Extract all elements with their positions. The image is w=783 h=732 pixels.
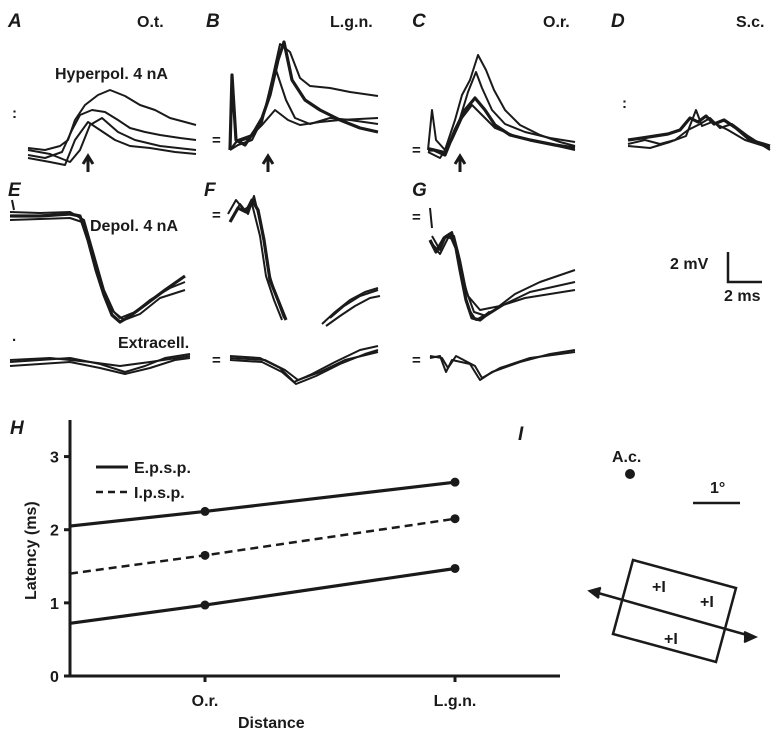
x-tick-label: L.g.n. bbox=[434, 693, 477, 710]
field-symbol-2: +I bbox=[700, 594, 714, 611]
panel-e-traces bbox=[9, 199, 186, 324]
data-point bbox=[200, 600, 210, 610]
panel-letter-b: B bbox=[206, 11, 220, 32]
panel-a-arrow-icon bbox=[81, 153, 95, 172]
field-diagram: A.c. 1° +I +I +I bbox=[587, 449, 759, 664]
panel-b-site: L.g.n. bbox=[330, 14, 373, 31]
data-point bbox=[450, 514, 460, 524]
x-axis-label: Distance bbox=[238, 715, 305, 732]
panel-letter-f: F bbox=[204, 180, 217, 201]
panel-d-dots: : bbox=[622, 95, 627, 112]
scale-bar-time: 2 ms bbox=[724, 288, 761, 305]
y-ticks: 0 1 2 3 bbox=[50, 450, 70, 686]
legend-label-epsp: E.p.s.p. bbox=[134, 460, 191, 477]
panel-c-traces: = bbox=[412, 54, 576, 172]
data-point bbox=[200, 550, 210, 560]
panel-b-traces: = bbox=[212, 40, 379, 172]
x-ticks: O.r. L.g.n. bbox=[192, 676, 477, 710]
panel-f-traces: = bbox=[212, 195, 381, 327]
field-symbol-1: +I bbox=[652, 579, 666, 596]
panel-b-arrow-icon bbox=[261, 153, 275, 172]
legend-label-ipsp: I.p.s.p. bbox=[134, 485, 185, 502]
y-tick-label: 1 bbox=[50, 596, 59, 613]
orientation-axis-line bbox=[590, 589, 755, 639]
data-point bbox=[200, 506, 210, 516]
panel-f-dots: = bbox=[212, 207, 221, 224]
latency-chart: 0 1 2 3 O.r. L.g.n. Latency (ms) Distance E.… bbox=[23, 420, 560, 732]
chart-legend: E.p.s.p. I.p.s.p. bbox=[96, 460, 191, 502]
panel-g-traces: = bbox=[412, 207, 576, 322]
panel-a-site: O.t. bbox=[137, 14, 164, 31]
arrow-right-icon bbox=[743, 630, 759, 644]
panel-letter-c: C bbox=[412, 11, 426, 32]
panel-letter-h: H bbox=[10, 418, 25, 439]
arrow-left-icon bbox=[587, 586, 602, 599]
panel-c-arrow-icon bbox=[453, 153, 467, 172]
x-tick-label: O.r. bbox=[192, 693, 219, 710]
panel-d-traces: : bbox=[622, 95, 771, 151]
y-tick-label: 3 bbox=[50, 450, 59, 467]
panel-letter-d: D bbox=[611, 11, 625, 32]
y-axis-label: Latency (ms) bbox=[23, 501, 40, 600]
hyperpol-label: Hyperpol. 4 nA bbox=[55, 66, 168, 83]
area-centralis-dot bbox=[625, 469, 635, 479]
panel-g-dots: = bbox=[412, 209, 421, 226]
data-point bbox=[450, 477, 460, 487]
chart-series bbox=[69, 477, 460, 625]
panel-c-dots: = bbox=[412, 142, 421, 159]
area-centralis-label: A.c. bbox=[612, 449, 641, 466]
extracell-dot-f: = bbox=[212, 352, 221, 369]
series-line bbox=[69, 517, 456, 575]
degree-scale-label: 1° bbox=[710, 480, 725, 497]
panel-d-site: S.c. bbox=[736, 14, 764, 31]
extracell-label: Extracell. bbox=[118, 335, 189, 352]
panel-letter-e: E bbox=[8, 180, 22, 201]
panel-letter-i: I bbox=[518, 424, 524, 445]
panel-a-traces: : bbox=[12, 89, 197, 172]
series-line bbox=[69, 480, 456, 528]
panel-c-site: O.r. bbox=[543, 14, 570, 31]
extracell-dot-e: · bbox=[12, 332, 17, 349]
field-symbol-3: +I bbox=[664, 631, 678, 648]
data-point bbox=[450, 563, 460, 573]
panel-a-dots: : bbox=[12, 105, 17, 122]
y-tick-label: 2 bbox=[50, 523, 59, 540]
panel-b-dots: = bbox=[212, 132, 221, 149]
series-line bbox=[69, 566, 456, 625]
extracell-traces: · = = bbox=[9, 332, 576, 385]
scale-bar-voltage: 2 mV bbox=[670, 256, 709, 273]
extracell-dot-g: = bbox=[412, 352, 421, 369]
depol-label: Depol. 4 nA bbox=[90, 218, 178, 235]
receptive-field-box bbox=[611, 558, 738, 664]
scale-bar: 2 mV 2 ms bbox=[670, 252, 762, 305]
panel-letter-g: G bbox=[412, 180, 427, 201]
panel-letter-a: A bbox=[7, 11, 22, 32]
y-tick-label: 0 bbox=[50, 669, 59, 686]
